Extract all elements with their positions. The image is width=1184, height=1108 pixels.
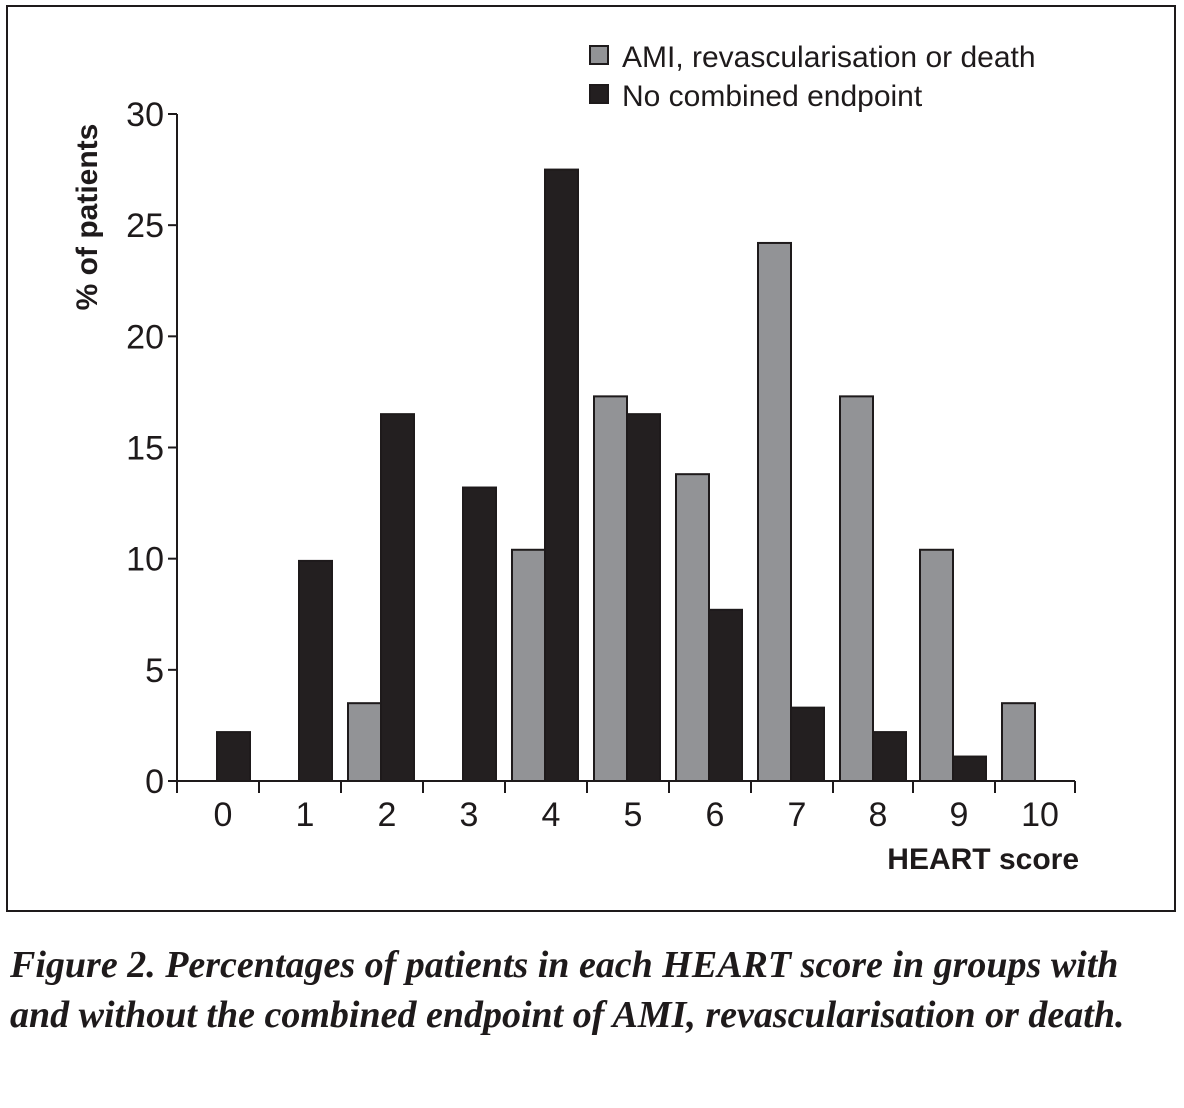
x-tick-label: 3 bbox=[460, 796, 479, 834]
x-tick-label: 0 bbox=[214, 796, 233, 834]
x-tick-label: 9 bbox=[950, 796, 969, 834]
bar-no-combined-endpoint bbox=[462, 486, 497, 782]
bar-no-combined-endpoint bbox=[872, 731, 907, 783]
legend-swatch bbox=[589, 84, 609, 104]
legend-swatch bbox=[589, 45, 609, 65]
bar-no-combined-endpoint bbox=[708, 608, 743, 783]
legend-label: No combined endpoint bbox=[622, 80, 923, 113]
legend: AMI, revascularisation or death No combin… bbox=[589, 41, 1036, 113]
x-tick-label: 8 bbox=[869, 796, 888, 834]
y-tick-label: 25 bbox=[126, 207, 164, 245]
bar-no-combined-endpoint bbox=[380, 413, 415, 782]
x-tick-label: 1 bbox=[296, 796, 315, 834]
y-tick-label: 10 bbox=[126, 541, 164, 579]
y-tick-label: 5 bbox=[145, 652, 164, 690]
y-axis-title: % of patients bbox=[71, 124, 104, 311]
bar-ami-revascularisation-death bbox=[757, 241, 792, 783]
x-tick-label: 7 bbox=[788, 796, 807, 834]
x-tick-label: 6 bbox=[706, 796, 725, 834]
bar-ami-revascularisation-death bbox=[675, 473, 710, 782]
x-tick-label: 10 bbox=[1021, 796, 1059, 834]
chart-frame bbox=[6, 5, 1176, 912]
bar-no-combined-endpoint bbox=[626, 413, 661, 782]
bars bbox=[216, 168, 1036, 783]
y-tick-label: 0 bbox=[145, 763, 164, 801]
bar-no-combined-endpoint bbox=[790, 706, 825, 783]
bar-no-combined-endpoint bbox=[298, 559, 333, 783]
x-tick-label: 5 bbox=[624, 796, 643, 834]
y-tick-label: 15 bbox=[126, 430, 164, 468]
bar-ami-revascularisation-death bbox=[593, 395, 628, 782]
figure-caption: Figure 2. Percentages of patients in eac… bbox=[10, 944, 1125, 1036]
bar-ami-revascularisation-death bbox=[919, 548, 954, 782]
y-tick-label: 30 bbox=[126, 96, 164, 134]
bar-no-combined-endpoint bbox=[544, 168, 579, 783]
bar-ami-revascularisation-death bbox=[511, 548, 546, 782]
labels: 0 5 10 15 20 25 30 0 1 2 3 4 5 6 7 8 9 10 % of patients HEA… bbox=[71, 96, 1079, 876]
bar-ami-revascularisation-death bbox=[1001, 702, 1036, 783]
x-tick-label: 4 bbox=[542, 796, 561, 834]
y-tick-label: 20 bbox=[126, 318, 164, 356]
x-axis-title: HEART score bbox=[887, 843, 1079, 876]
bar-no-combined-endpoint bbox=[216, 731, 251, 783]
legend-label: AMI, revascularisation or death bbox=[622, 41, 1036, 74]
bar-no-combined-endpoint bbox=[952, 755, 987, 783]
bar-ami-revascularisation-death bbox=[347, 702, 382, 783]
x-tick-label: 2 bbox=[378, 796, 397, 834]
bar-ami-revascularisation-death bbox=[839, 395, 874, 782]
chart: 0 5 10 15 20 25 30 0 1 2 3 4 5 6 7 8 9 10 % of patients HEA… bbox=[6, 5, 1176, 912]
